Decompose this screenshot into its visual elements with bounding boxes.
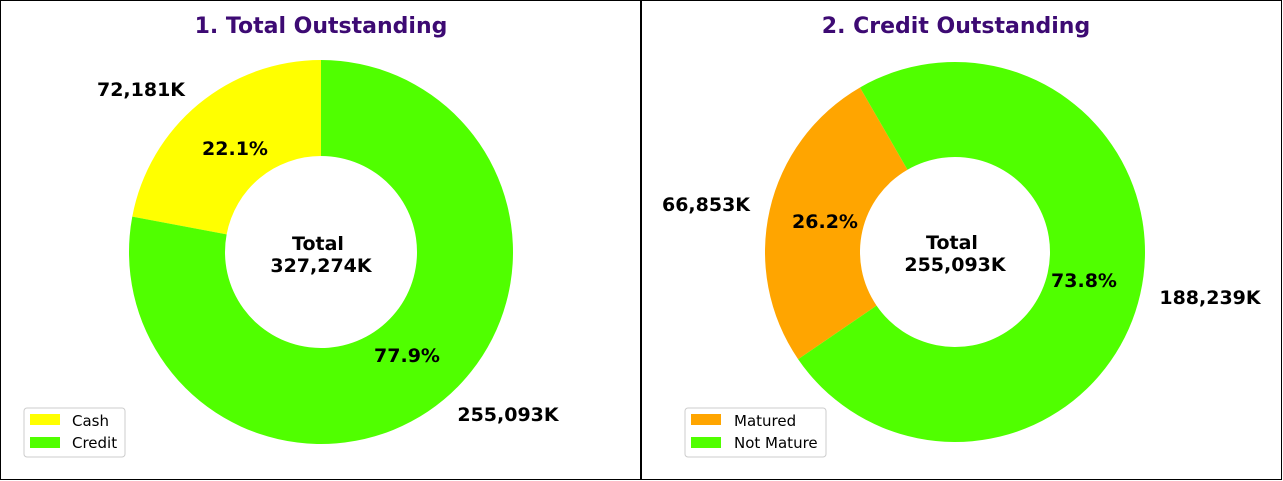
slice-credit xyxy=(129,60,513,445)
panel-2-frame xyxy=(641,0,1282,480)
legend-label-cash: Cash xyxy=(72,412,109,430)
chart-2-percent-label-not-mature: 73.8% xyxy=(1051,270,1117,292)
chart-2-value-label-matured: 66,853K xyxy=(662,194,751,216)
legend-label-not-mature: Not Mature xyxy=(734,434,818,452)
slice-matured xyxy=(765,87,908,360)
chart-1-center-label: Total xyxy=(292,233,344,255)
chart-2-center-value: 255,093K xyxy=(904,254,1007,276)
chart-2-slices xyxy=(765,62,1146,443)
legend-swatch-cash xyxy=(30,414,60,425)
donut-chart-total-outstanding: 1. Total Outstanding Total 327,274K 72,1… xyxy=(23,14,560,458)
chart-2-legend: Matured Not Mature xyxy=(684,407,827,458)
donut-chart-credit-outstanding: 2. Credit Outstanding Total 255,093K 66,… xyxy=(662,14,1262,458)
slice-not-mature xyxy=(798,62,1146,443)
chart-2-percent-label-matured: 26.2% xyxy=(792,211,858,233)
chart-1-percent-label-cash: 22.1% xyxy=(202,138,268,160)
panel-1-frame xyxy=(0,0,641,480)
legend-swatch-credit xyxy=(30,437,60,448)
legend-label-matured: Matured xyxy=(734,412,796,430)
chart-1-slices xyxy=(129,60,513,445)
chart-1-percent-label-credit: 77.9% xyxy=(374,345,440,367)
chart-2-value-label-not-mature: 188,239K xyxy=(1159,287,1262,309)
legend-swatch-matured xyxy=(691,414,721,425)
legend-label-credit: Credit xyxy=(72,434,117,452)
chart-2-title: 2. Credit Outstanding xyxy=(822,14,1090,39)
chart-1-title: 1. Total Outstanding xyxy=(195,14,448,39)
chart-1-value-label-cash: 72,181K xyxy=(97,79,186,101)
legend-swatch-not-mature xyxy=(691,437,721,448)
chart-2-center-label: Total xyxy=(926,232,978,254)
chart-1-center-value: 327,274K xyxy=(270,255,373,277)
chart-1-legend: Cash Credit xyxy=(23,407,126,458)
slice-cash xyxy=(132,60,321,235)
chart-1-value-label-credit: 255,093K xyxy=(457,404,560,426)
